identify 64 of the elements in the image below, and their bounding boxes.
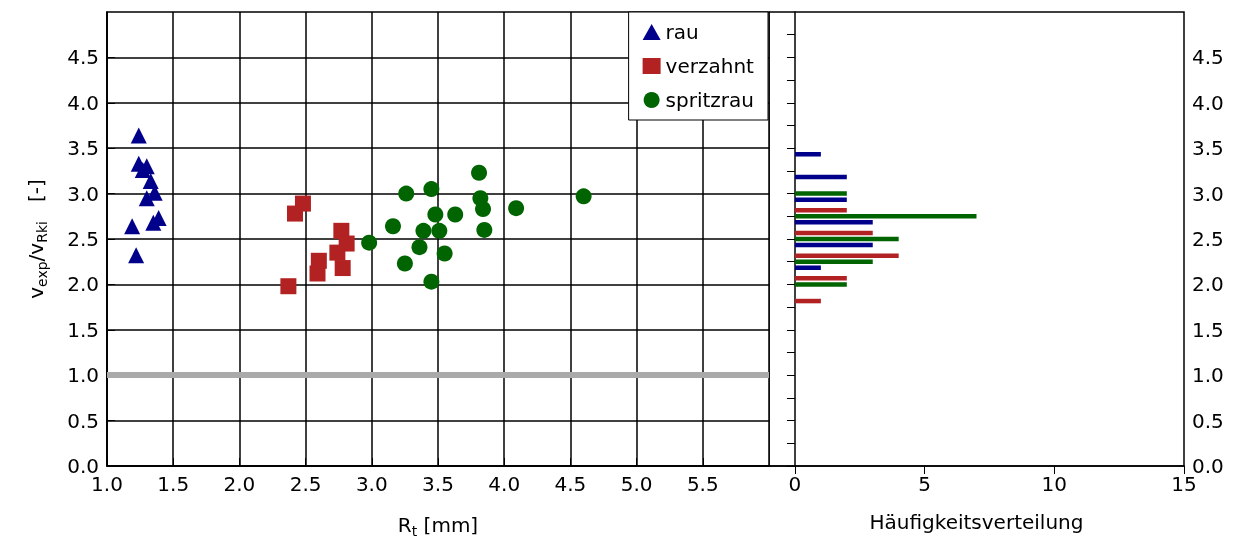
y-tick-label: 3.0 — [67, 181, 99, 206]
y-tick-label: 2.0 — [1192, 272, 1224, 297]
point — [124, 218, 141, 235]
point — [134, 161, 151, 178]
y-tick-label: 1.5 — [1192, 317, 1224, 342]
x-tick-label: 4.5 — [554, 472, 587, 496]
y-tick-label: 4.5 — [1192, 45, 1224, 70]
point — [280, 278, 297, 295]
x-tick-label: 2.5 — [289, 472, 322, 496]
x-tick-label: 3.5 — [422, 472, 454, 496]
x-tick-label: 0 — [788, 472, 802, 496]
point — [385, 218, 401, 235]
y-tick-label: 2.5 — [67, 227, 99, 251]
point — [427, 206, 444, 223]
y-tick-label: 0.5 — [67, 408, 99, 433]
legend-label: spritzrau — [665, 88, 754, 112]
point — [329, 244, 346, 261]
point — [475, 201, 492, 218]
legend-label: rau — [665, 20, 699, 44]
x-tick-label: 5 — [918, 472, 931, 496]
point — [398, 185, 415, 202]
y-tick-label: 2.5 — [1192, 227, 1224, 251]
point — [130, 127, 147, 144]
y-tick-label: 1.0 — [67, 363, 99, 388]
x-tick-label: 4.0 — [488, 472, 521, 496]
point — [575, 188, 592, 205]
y-tick-label: 3.5 — [67, 136, 99, 161]
legend-label: verzahnt — [665, 54, 755, 78]
text: vexp/vRki [-] — [24, 179, 50, 299]
x-tick-label: 2.0 — [223, 472, 256, 496]
y-tick-label: 2.0 — [67, 272, 99, 297]
y-tick-label: 3.0 — [1192, 181, 1224, 206]
point — [436, 245, 453, 262]
point — [145, 214, 162, 231]
point — [396, 255, 413, 272]
point — [423, 181, 440, 198]
x-tick-label: 5.0 — [620, 472, 653, 496]
y-tick-label: 4.0 — [1192, 90, 1224, 115]
point — [142, 172, 159, 189]
y-tick-label: 1.0 — [1192, 363, 1224, 388]
x-axis-title: Häufigkeitsverteilung — [869, 510, 1084, 534]
x-tick-label: 1.5 — [157, 472, 190, 496]
point — [309, 265, 326, 282]
x-tick-label: 5.5 — [686, 472, 719, 496]
y-tick-label: 1.5 — [67, 317, 99, 342]
point — [411, 239, 428, 256]
point — [476, 221, 493, 238]
point — [423, 273, 440, 290]
y-tick-label: 3.5 — [1192, 136, 1224, 161]
y-tick-label: 4.0 — [67, 90, 99, 115]
point — [415, 222, 432, 239]
point — [447, 206, 464, 223]
x-tick-label: 10 — [1041, 472, 1068, 496]
y-tick-label: 4.5 — [67, 45, 99, 70]
point — [287, 205, 304, 222]
x-tick-label: 3.0 — [355, 472, 388, 496]
point — [128, 247, 145, 264]
point — [508, 200, 525, 217]
point — [431, 222, 448, 239]
point — [138, 190, 155, 207]
point — [471, 164, 488, 181]
y-tick-label: 0.5 — [1192, 408, 1224, 433]
point — [334, 260, 351, 277]
point — [361, 234, 378, 251]
